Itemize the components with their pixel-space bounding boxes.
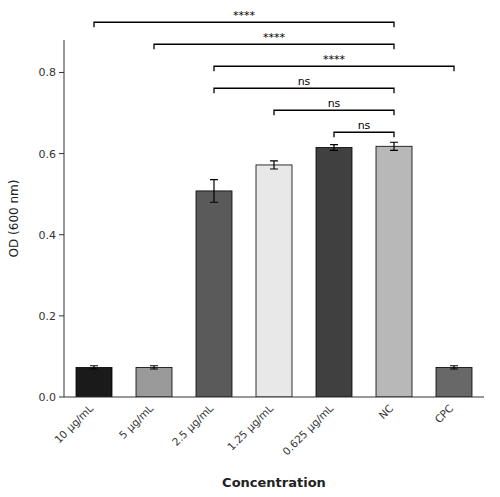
bar — [376, 146, 412, 397]
bar — [256, 165, 292, 397]
error-bar — [210, 180, 218, 203]
annotations: ns ns ns **** **** **** — [94, 9, 454, 137]
error-bar-path — [150, 366, 158, 369]
x-tick-label: 1.25 μg/mL — [225, 402, 276, 453]
y-tick-label: 0.6 — [39, 148, 57, 161]
bar — [316, 148, 352, 397]
bracket-line — [274, 110, 394, 115]
error-bar-path — [330, 145, 338, 151]
y-tick — [59, 153, 64, 154]
bracket-line — [154, 44, 394, 49]
bar — [136, 367, 172, 397]
y-tick — [59, 72, 64, 73]
significance-label: ns — [298, 75, 311, 88]
chart: 0.0 0.2 0.4 0.6 0.8 10 μg/mL 5 μg/mL 2.5 μg/mL1… — [0, 0, 500, 497]
significance-label: ns — [328, 97, 341, 110]
y-axis-label: OD (600 nm) — [7, 180, 21, 258]
bars — [76, 146, 472, 397]
y-tick — [59, 397, 64, 398]
page: {"chart_data": {"type": "bar", "categori… — [0, 0, 500, 497]
error-bar — [390, 142, 398, 150]
x-tick-label: 10 μg/mL — [52, 402, 96, 446]
x-tick-label: CPC — [432, 402, 455, 425]
bracket-line — [94, 22, 394, 27]
y-tick — [59, 315, 64, 316]
error-bar-path — [210, 180, 218, 203]
error-bar — [150, 366, 158, 369]
error-bar-path — [90, 366, 98, 369]
bar — [76, 367, 112, 397]
significance-bracket: **** — [94, 9, 394, 27]
y-axis-line — [64, 40, 65, 397]
bracket-line — [214, 88, 394, 93]
y-tick-label: 0.0 — [39, 391, 57, 404]
error-bar-path — [450, 366, 458, 369]
error-bars — [90, 142, 458, 369]
significance-label: **** — [233, 9, 256, 22]
bracket-line — [334, 132, 394, 137]
x-axis-line — [64, 397, 484, 398]
error-bar — [270, 161, 278, 169]
y-axis: 0.0 0.2 0.4 0.6 0.8 — [39, 66, 65, 404]
error-bar-path — [270, 161, 278, 169]
significance-bracket: ns — [334, 119, 394, 137]
significance-bracket: ns — [274, 97, 394, 115]
bracket-line — [214, 66, 454, 71]
y-tick-label: 0.8 — [39, 66, 57, 79]
y-tick — [59, 234, 64, 235]
bar — [436, 367, 472, 397]
significance-bracket: **** — [154, 31, 394, 49]
significance-bracket: ns — [214, 75, 394, 93]
y-tick-label: 0.2 — [39, 310, 57, 323]
significance-bracket: **** — [214, 53, 454, 71]
x-tick-label: 2.5 μg/mL — [169, 402, 215, 448]
x-axis: 10 μg/mL 5 μg/mL 2.5 μg/mL1.25 μg/mL0.625 … — [52, 402, 456, 458]
bar — [196, 191, 232, 397]
x-tick-label: 5 μg/mL — [117, 402, 156, 441]
x-axis-label: Concentration — [222, 475, 326, 490]
error-bar — [90, 366, 98, 369]
y-tick-label: 0.4 — [39, 229, 57, 242]
error-bar — [450, 366, 458, 369]
error-bar — [330, 145, 338, 151]
significance-label: **** — [323, 53, 346, 66]
x-tick-label: 0.625 μg/mL — [280, 402, 336, 458]
error-bar-path — [390, 142, 398, 150]
x-tick-label: NC — [376, 402, 395, 421]
significance-label: **** — [263, 31, 286, 44]
significance-label: ns — [358, 119, 371, 132]
